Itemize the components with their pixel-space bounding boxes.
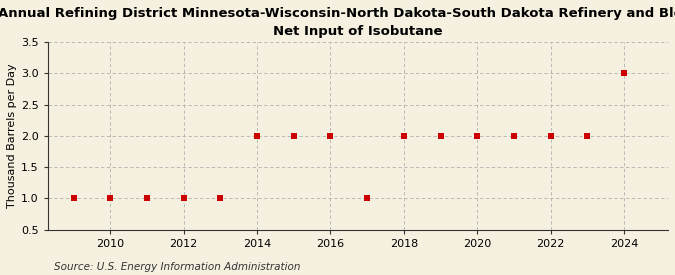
- Point: [142, 196, 153, 201]
- Point: [68, 196, 79, 201]
- Title: Annual Refining District Minnesota-Wisconsin-North Dakota-South Dakota Refinery : Annual Refining District Minnesota-Wisco…: [0, 7, 675, 38]
- Point: [178, 196, 189, 201]
- Point: [105, 196, 115, 201]
- Point: [618, 71, 629, 75]
- Point: [325, 134, 336, 138]
- Point: [472, 134, 483, 138]
- Point: [545, 134, 556, 138]
- Text: Source: U.S. Energy Information Administration: Source: U.S. Energy Information Administ…: [54, 262, 300, 272]
- Point: [508, 134, 519, 138]
- Point: [398, 134, 409, 138]
- Y-axis label: Thousand Barrels per Day: Thousand Barrels per Day: [7, 64, 17, 208]
- Point: [215, 196, 225, 201]
- Point: [288, 134, 299, 138]
- Point: [582, 134, 593, 138]
- Point: [435, 134, 446, 138]
- Point: [252, 134, 263, 138]
- Point: [362, 196, 373, 201]
